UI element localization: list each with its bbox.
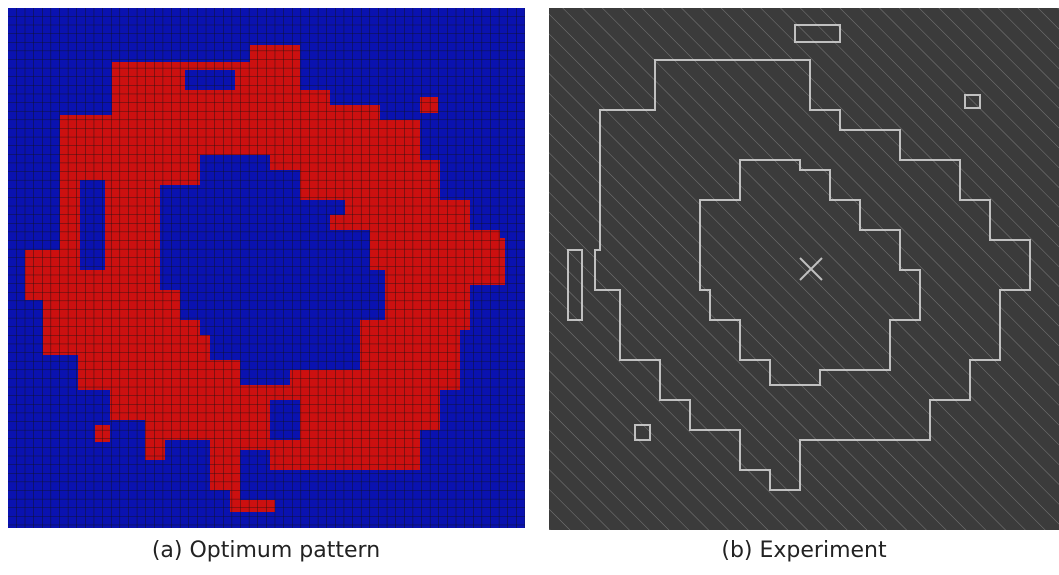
figure: (a) Optimum pattern (b) Experiment (0, 0, 1059, 575)
panel-caption: (b) Experiment (544, 538, 1059, 563)
experiment-photo (549, 8, 1059, 530)
optimum-pattern (8, 8, 525, 528)
figure-images (0, 0, 1059, 530)
panel-caption: (a) Optimum pattern (6, 538, 526, 563)
